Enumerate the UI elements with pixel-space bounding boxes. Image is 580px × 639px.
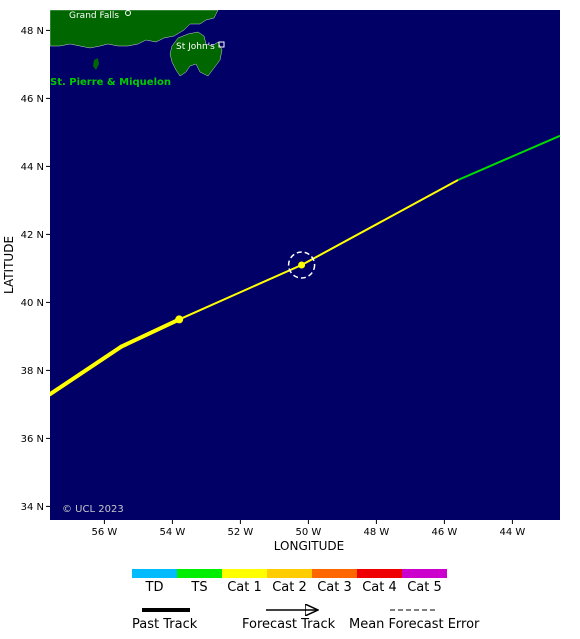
- y-tick-label: 34 N: [21, 502, 44, 513]
- avalon-peninsula: [169, 31, 223, 77]
- st-johns-marker: [218, 41, 225, 48]
- x-tick-label: 48 W: [364, 527, 390, 538]
- legend: TD TS Cat 1 Cat 2 Cat 3 Cat 4 Cat 5 Past Track…: [132, 569, 480, 632]
- category-swatch: [267, 569, 312, 578]
- category-label: Cat 2: [272, 580, 307, 595]
- forecast-track-label: Forecast Track: [242, 617, 336, 632]
- small-island: [93, 58, 99, 70]
- newfoundland-west: [50, 10, 219, 49]
- grand-falls-marker: [125, 10, 131, 16]
- category-color-bar: [132, 569, 447, 578]
- y-axis-title: LATITUDE: [2, 236, 16, 294]
- category-swatch: [402, 569, 447, 578]
- category-swatch: [177, 569, 222, 578]
- past-track-segment: [119, 317, 182, 349]
- x-axis: 56 W 54 W 52 W 50 W 48 W 46 W 44 W: [92, 520, 526, 538]
- newfoundland-landmass: [50, 10, 225, 77]
- x-tick-label: 46 W: [432, 527, 458, 538]
- y-tick-label: 36 N: [21, 434, 44, 445]
- mean-error-label: Mean Forecast Error: [349, 617, 480, 632]
- y-tick-label: 44 N: [21, 162, 44, 173]
- category-label: Cat 5: [407, 580, 442, 595]
- forecast-track-segment: [178, 264, 303, 321]
- y-tick-label: 42 N: [21, 230, 44, 241]
- category-label: TD: [145, 580, 164, 595]
- copyright-text: © UCL 2023: [62, 504, 124, 515]
- st-johns-label: St John's: [176, 42, 215, 52]
- st-pierre-label: St. Pierre & Miquelon: [50, 77, 171, 88]
- forecast-error-circle: [287, 251, 316, 279]
- category-label: Cat 3: [317, 580, 352, 595]
- past-track: [50, 317, 182, 397]
- forecast-track-segment: [457, 134, 560, 181]
- y-tick-label: 38 N: [21, 366, 44, 377]
- grand-falls-label: Grand Falls: [69, 11, 119, 21]
- x-tick-label: 56 W: [92, 527, 118, 538]
- category-swatch: [132, 569, 177, 578]
- forecast-position-marker: [298, 261, 306, 269]
- category-swatch: [357, 569, 402, 578]
- y-tick-label: 48 N: [21, 26, 44, 37]
- last-observed-position-marker: [175, 315, 184, 324]
- forecast-track-segment: [301, 179, 459, 266]
- x-tick-label: 54 W: [160, 527, 186, 538]
- past-track-segment: [50, 344, 124, 397]
- y-tick-label: 46 N: [21, 94, 44, 105]
- x-tick-label: 50 W: [296, 527, 322, 538]
- category-label: Cat 4: [362, 580, 397, 595]
- x-tick-label: 44 W: [500, 527, 526, 538]
- y-tick-label: 40 N: [21, 298, 44, 309]
- forecast-track: [178, 134, 560, 321]
- category-swatch: [312, 569, 357, 578]
- category-labels: TD TS Cat 1 Cat 2 Cat 3 Cat 4 Cat 5: [145, 580, 442, 595]
- past-track-label: Past Track: [132, 617, 198, 632]
- category-label: TS: [190, 580, 207, 595]
- category-swatch: [222, 569, 267, 578]
- x-tick-label: 52 W: [228, 527, 254, 538]
- y-axis: 34 N 36 N 38 N 40 N 42 N 44 N 46 N 48 N: [21, 26, 50, 513]
- storm-markers: [175, 251, 316, 324]
- category-label: Cat 1: [227, 580, 262, 595]
- x-axis-title: LONGITUDE: [274, 539, 344, 553]
